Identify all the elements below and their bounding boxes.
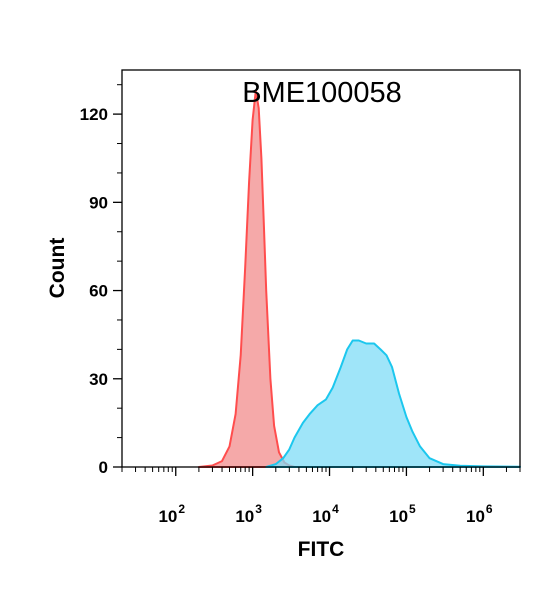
x-axis-label: FITC (298, 538, 345, 561)
histogram-fills (197, 89, 521, 468)
y-tick-label: 0 (99, 458, 108, 477)
x-axis-ticks: 102 103 104 105 106 (121, 467, 521, 526)
y-axis-ticks: 0 30 60 90 120 (80, 84, 122, 477)
y-tick-label: 60 (89, 282, 108, 301)
y-axis-label: Count (46, 238, 69, 299)
histogram-series-2 (265, 339, 521, 468)
chart-title: BME100058 (242, 77, 402, 109)
x-tick-label: 102 (158, 502, 185, 526)
y-tick-label: 30 (89, 370, 108, 389)
y-tick-label: 90 (89, 193, 108, 212)
x-tick-label: 103 (235, 502, 262, 526)
x-tick-label: 104 (312, 502, 339, 526)
plot-frame (121, 69, 521, 468)
x-tick-label: 106 (466, 502, 493, 526)
histogram-series-1 (197, 89, 296, 468)
y-tick-label: 120 (80, 105, 108, 124)
x-tick-label: 105 (389, 502, 416, 526)
